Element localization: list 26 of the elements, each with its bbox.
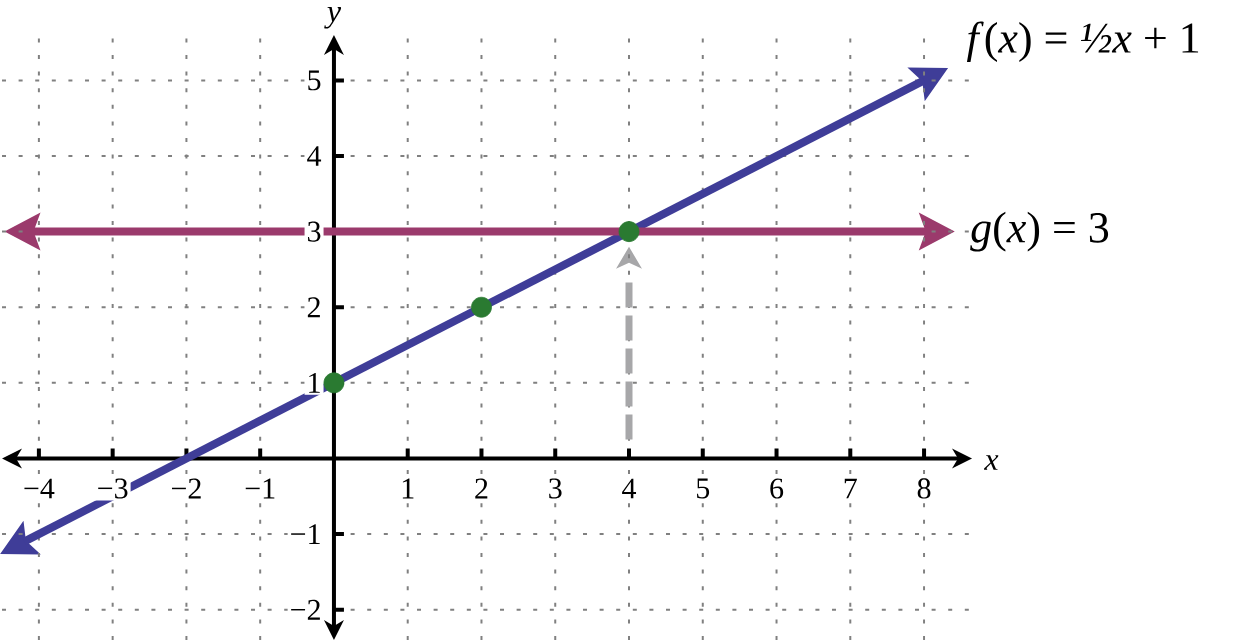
y-tick-label: 5 [308,70,321,91]
legend-label: g(x) = 3 [970,211,1109,252]
y-axis-title: y [324,7,342,29]
point [323,372,345,394]
x-tick-label: 6 [770,478,784,499]
x-tick-label: 5 [697,478,710,499]
x-tick-label: 1 [402,478,414,499]
x-tick-label: 7 [844,478,857,499]
y-tick-label: 2 [307,297,320,318]
x-tick-label: 4 [622,478,637,499]
y-tick-label: −2 [291,599,320,620]
x-tick-label: 2 [475,478,488,499]
x-axis-title: x [984,455,999,470]
y-tick-label: 3 [307,221,321,242]
y-tick-label: 1 [309,372,320,393]
y-tick-label: −1 [291,524,320,545]
x-tick-label: −3 [98,478,128,499]
x-tick-label: −1 [245,478,275,499]
y-tick-label: 4 [307,146,322,166]
x-tick-label: −4 [24,478,55,499]
x-tick-label: 3 [549,478,562,499]
point [618,221,640,243]
x-tick-label: −2 [171,478,201,499]
series-label: f(x) = ½x + 1 [966,21,1199,62]
x-tick-label: 8 [917,478,931,499]
point [471,296,492,318]
